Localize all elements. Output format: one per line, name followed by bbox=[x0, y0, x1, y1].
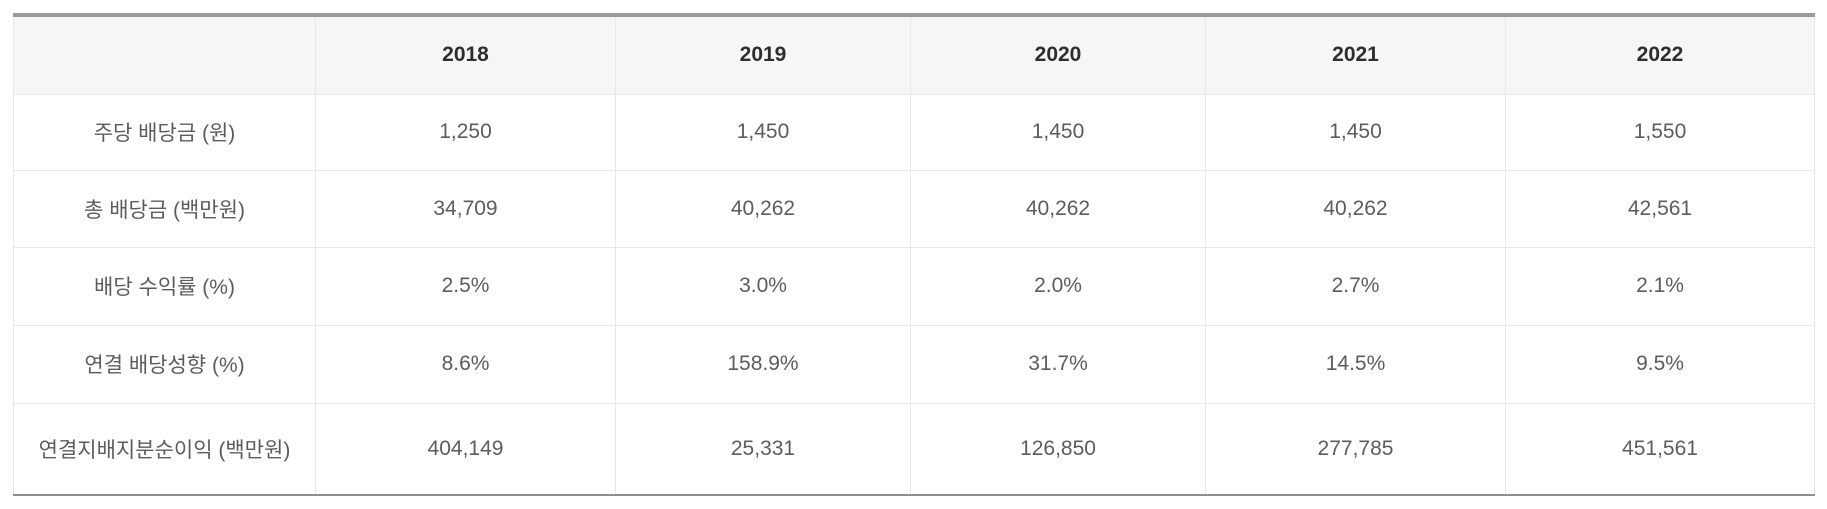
year-header-2019: 2019 bbox=[615, 14, 911, 95]
table-row-dividend-per-share: 주당 배당금 (원) 1,250 1,450 1,450 1,450 1,550 bbox=[13, 93, 1815, 171]
value-cell: 14.5% bbox=[1205, 324, 1506, 404]
value-cell: 2.1% bbox=[1505, 246, 1815, 326]
value-cell: 451,561 bbox=[1505, 402, 1815, 496]
value-cell: 404,149 bbox=[315, 402, 616, 496]
value-cell: 34,709 bbox=[315, 169, 616, 248]
value-cell: 40,262 bbox=[1205, 169, 1506, 248]
table-row-consolidated-net-income: 연결지배지분순이익 (백만원) 404,149 25,331 126,850 2… bbox=[13, 402, 1815, 496]
row-label-cell: 연결지배지분순이익 (백만원) bbox=[13, 402, 316, 496]
value-cell: 158.9% bbox=[615, 324, 911, 404]
value-cell: 1,550 bbox=[1505, 93, 1815, 171]
value-cell: 40,262 bbox=[615, 169, 911, 248]
table-row-payout-ratio: 연결 배당성향 (%) 8.6% 158.9% 31.7% 14.5% 9.5% bbox=[13, 324, 1815, 404]
value-cell: 1,250 bbox=[315, 93, 616, 171]
table-row-dividend-yield: 배당 수익률 (%) 2.5% 3.0% 2.0% 2.7% 2.1% bbox=[13, 246, 1815, 326]
value-cell: 1,450 bbox=[910, 93, 1206, 171]
value-cell: 31.7% bbox=[910, 324, 1206, 404]
row-label-cell: 주당 배당금 (원) bbox=[13, 93, 316, 171]
value-cell: 126,850 bbox=[910, 402, 1206, 496]
year-header-2018: 2018 bbox=[315, 14, 616, 95]
row-label-cell: 연결 배당성향 (%) bbox=[13, 324, 316, 404]
row-label-cell: 배당 수익률 (%) bbox=[13, 246, 316, 326]
table-header-row: 2018 2019 2020 2021 2022 bbox=[13, 14, 1815, 95]
value-cell: 1,450 bbox=[615, 93, 911, 171]
value-cell: 40,262 bbox=[910, 169, 1206, 248]
year-header-2021: 2021 bbox=[1205, 14, 1506, 95]
corner-header-cell bbox=[13, 14, 316, 95]
value-cell: 3.0% bbox=[615, 246, 911, 326]
value-cell: 2.7% bbox=[1205, 246, 1506, 326]
value-cell: 25,331 bbox=[615, 402, 911, 496]
row-label-cell: 총 배당금 (백만원) bbox=[13, 169, 316, 248]
dividend-table: 2018 2019 2020 2021 2022 주당 배당금 (원) 1,25… bbox=[13, 13, 1815, 496]
value-cell: 2.5% bbox=[315, 246, 616, 326]
value-cell: 277,785 bbox=[1205, 402, 1506, 496]
year-header-2020: 2020 bbox=[910, 14, 1206, 95]
table-row-total-dividend: 총 배당금 (백만원) 34,709 40,262 40,262 40,262 … bbox=[13, 169, 1815, 248]
value-cell: 42,561 bbox=[1505, 169, 1815, 248]
value-cell: 9.5% bbox=[1505, 324, 1815, 404]
value-cell: 2.0% bbox=[910, 246, 1206, 326]
year-header-2022: 2022 bbox=[1505, 14, 1815, 95]
value-cell: 8.6% bbox=[315, 324, 616, 404]
value-cell: 1,450 bbox=[1205, 93, 1506, 171]
